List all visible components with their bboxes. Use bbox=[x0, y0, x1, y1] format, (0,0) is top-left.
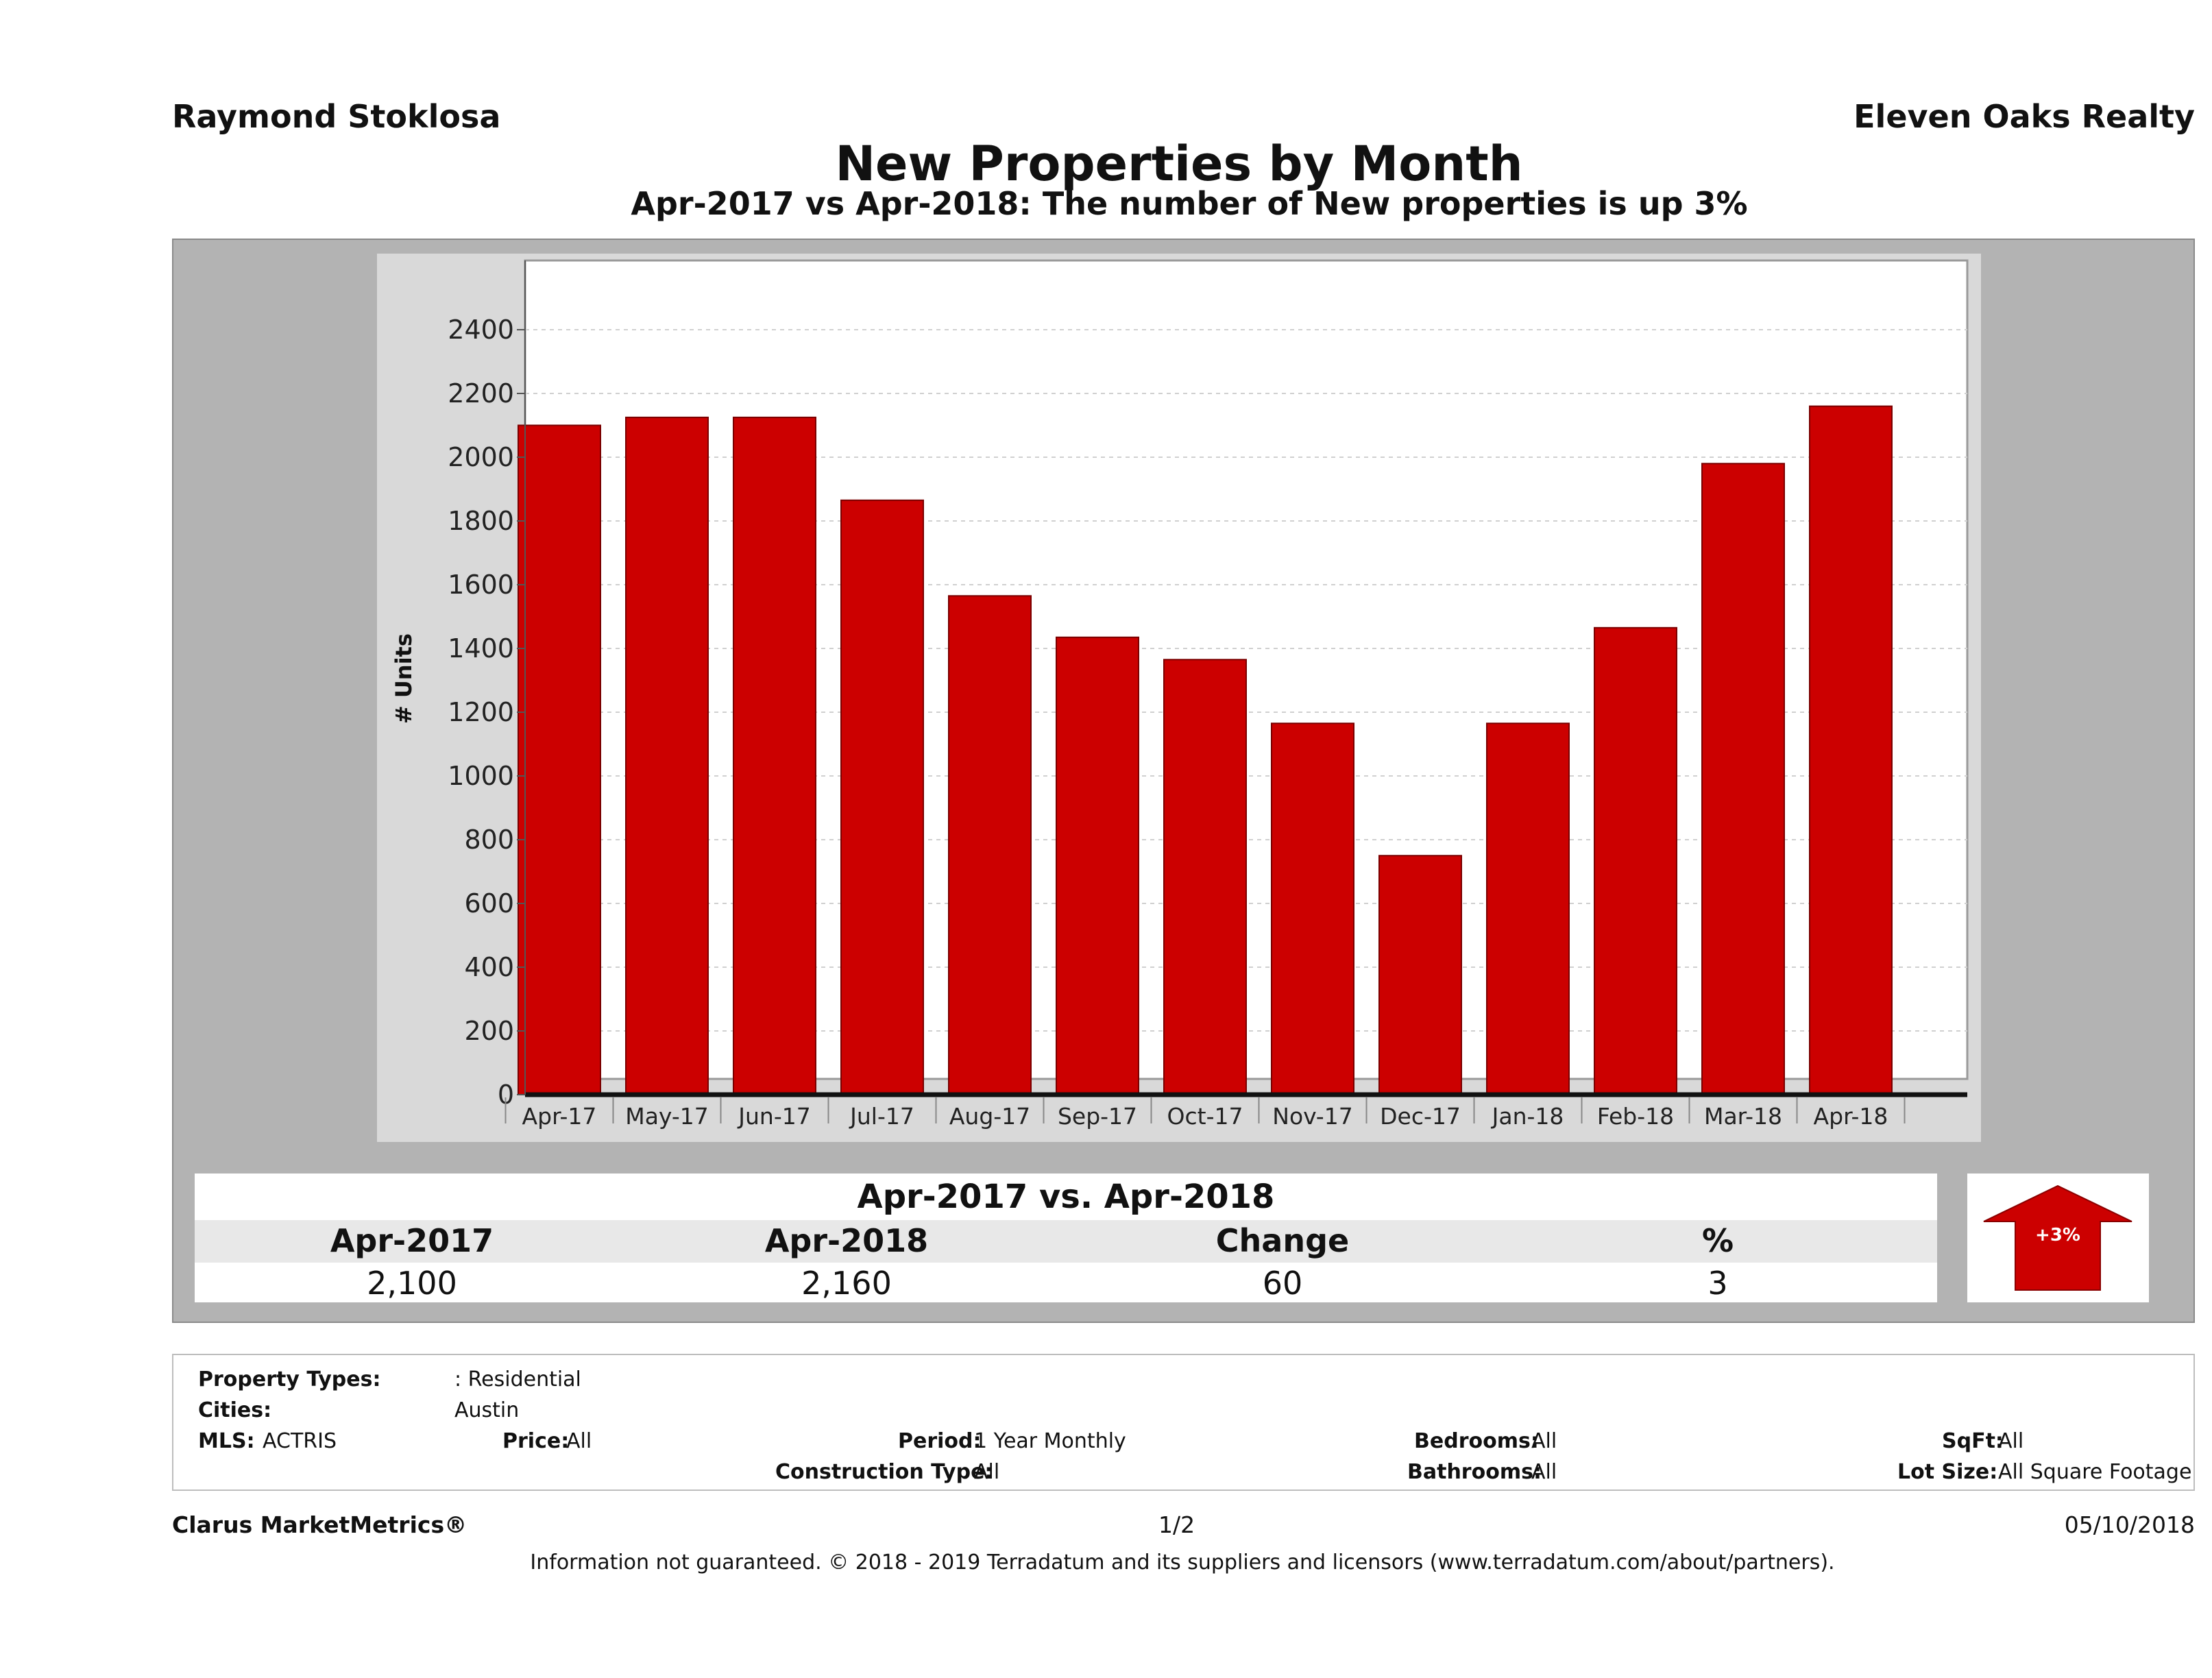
property-types-value: : Residential bbox=[454, 1367, 581, 1391]
y-tick-label: 2200 bbox=[448, 378, 514, 409]
value-change: 60 bbox=[1262, 1265, 1303, 1302]
x-tick-label: Jul-17 bbox=[849, 1103, 914, 1130]
period-label: Period: bbox=[898, 1429, 982, 1453]
cities-label: Cities: bbox=[198, 1398, 272, 1422]
bar-mar-18 bbox=[1701, 463, 1785, 1095]
bar-apr-18 bbox=[1809, 405, 1893, 1096]
period-value: 1 Year Monthly bbox=[974, 1429, 1126, 1453]
y-tick-label: 1800 bbox=[448, 506, 514, 536]
bar-jul-17 bbox=[840, 499, 924, 1095]
cities-value: Austin bbox=[454, 1398, 520, 1422]
y-tick-label: 2400 bbox=[448, 315, 514, 345]
y-tick-label: 400 bbox=[464, 952, 514, 982]
bar-sep-17 bbox=[1056, 636, 1139, 1095]
up-arrow-icon: +3% bbox=[1983, 1184, 2132, 1291]
footer-brand: Clarus MarketMetrics® bbox=[172, 1511, 467, 1538]
bar-jun-17 bbox=[733, 416, 816, 1095]
col-header-period-2: Apr-2018 bbox=[764, 1222, 929, 1259]
x-tick-label: Jan-18 bbox=[1491, 1103, 1564, 1130]
brokerage-name: Eleven Oaks Realty bbox=[1854, 98, 2195, 135]
x-tick-label: May-17 bbox=[625, 1103, 709, 1130]
sqft-value: All bbox=[1998, 1429, 2024, 1453]
price-label: Price: bbox=[502, 1429, 570, 1453]
bathrooms-label: Bathrooms: bbox=[1407, 1460, 1542, 1484]
price-value: All bbox=[566, 1429, 592, 1453]
sqft-label: SqFt: bbox=[1942, 1429, 2004, 1453]
construction-type-value: All bbox=[974, 1460, 1000, 1484]
y-tick-label: 1400 bbox=[448, 633, 514, 664]
construction-type-label: Construction Type: bbox=[775, 1460, 993, 1484]
bedrooms-label: Bedrooms: bbox=[1414, 1429, 1539, 1453]
value-percent: 3 bbox=[1707, 1265, 1728, 1302]
x-tick-label: Feb-18 bbox=[1597, 1103, 1674, 1130]
col-header-percent: % bbox=[1701, 1222, 1734, 1259]
mls-value: ACTRIS bbox=[263, 1429, 337, 1453]
x-tick-label: Apr-17 bbox=[522, 1103, 597, 1130]
bar-jan-18 bbox=[1486, 722, 1570, 1095]
x-axis-ticks: Apr-17 May-17 Jun-17 Jul-17 Aug-17 Sep-17 Oct-… bbox=[505, 1097, 1906, 1130]
bar-dec-17 bbox=[1378, 855, 1462, 1095]
comparison-heading: Apr-2017 vs. Apr-2018 bbox=[195, 1174, 1937, 1220]
comparison-header-row: Apr-2017 Apr-2018 Change % bbox=[195, 1220, 1937, 1263]
bar-aug-17 bbox=[948, 595, 1032, 1095]
change-badge-label: +3% bbox=[2035, 1225, 2080, 1245]
value-period-1: 2,100 bbox=[367, 1265, 457, 1302]
lot-size-label: Lot Size: bbox=[1897, 1460, 1998, 1484]
page-subtitle: Apr-2017 vs Apr-2018: The number of New … bbox=[631, 185, 1748, 222]
bedrooms-value: All bbox=[1531, 1429, 1557, 1453]
x-tick-label: Apr-18 bbox=[1814, 1103, 1888, 1130]
mls-label: MLS: bbox=[198, 1429, 255, 1453]
filters-box: Property Types: : Residential Cities: Au… bbox=[172, 1354, 2195, 1491]
value-period-2: 2,160 bbox=[801, 1265, 892, 1302]
bathrooms-value: All bbox=[1531, 1460, 1557, 1484]
bar-may-17 bbox=[625, 416, 709, 1095]
bar-chart: 0200400600800100012001400160018002000220… bbox=[377, 254, 1981, 1142]
property-types-label: Property Types: bbox=[198, 1367, 381, 1391]
bar-nov-17 bbox=[1271, 722, 1354, 1095]
page-title: New Properties by Month bbox=[835, 136, 1523, 192]
y-tick-label: 1600 bbox=[448, 570, 514, 600]
x-tick-label: Nov-17 bbox=[1272, 1103, 1352, 1130]
col-header-period-1: Apr-2017 bbox=[330, 1222, 494, 1259]
x-tick-label: Mar-18 bbox=[1704, 1103, 1782, 1130]
x-tick-label: Oct-17 bbox=[1167, 1103, 1243, 1130]
disclaimer: Information not guaranteed. © 2018 - 201… bbox=[530, 1551, 1835, 1574]
bar-oct-17 bbox=[1163, 659, 1247, 1095]
y-tick-label: 2000 bbox=[448, 442, 514, 472]
y-tick-label: 200 bbox=[464, 1016, 514, 1046]
x-tick-label: Dec-17 bbox=[1380, 1103, 1461, 1130]
y-tick-label: 1000 bbox=[448, 761, 514, 791]
y-tick-label: 1200 bbox=[448, 697, 514, 727]
bar-feb-18 bbox=[1594, 627, 1677, 1095]
comparison-values-row: 2,100 2,160 60 3 bbox=[195, 1263, 1937, 1302]
x-tick-label: Sep-17 bbox=[1058, 1103, 1137, 1130]
bar-apr-17 bbox=[518, 424, 601, 1095]
report-date: 05/10/2018 bbox=[2064, 1511, 2195, 1538]
page-number: 1/2 bbox=[1158, 1511, 1195, 1538]
x-tick-label: Jun-17 bbox=[737, 1103, 810, 1130]
agent-name: Raymond Stoklosa bbox=[172, 98, 501, 135]
lot-size-value: All Square Footage bbox=[1998, 1460, 2192, 1484]
y-tick-label: 800 bbox=[464, 825, 514, 855]
col-header-change: Change bbox=[1215, 1222, 1350, 1259]
y-axis-label: # Units bbox=[391, 633, 417, 724]
y-tick-label: 600 bbox=[464, 888, 514, 919]
x-tick-label: Aug-17 bbox=[949, 1103, 1030, 1130]
y-axis-ticks: 0200400600800100012001400160018002000220… bbox=[448, 315, 525, 1110]
change-badge: +3% bbox=[1967, 1174, 2149, 1302]
bars bbox=[518, 405, 1893, 1096]
